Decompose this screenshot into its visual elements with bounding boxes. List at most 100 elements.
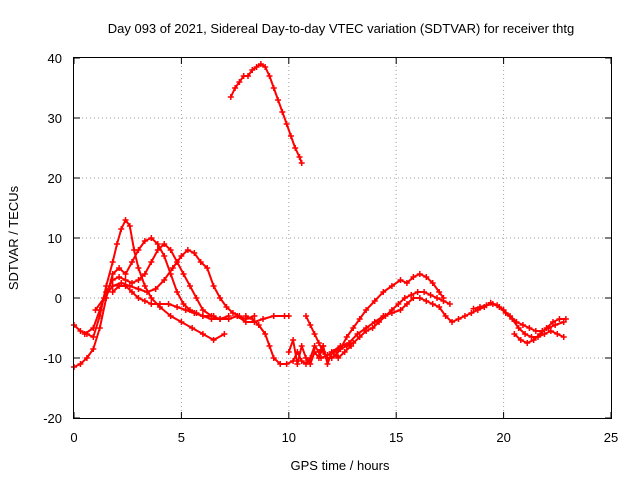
data-point	[249, 316, 256, 322]
data-point	[270, 85, 277, 91]
data-point	[169, 265, 176, 271]
data-point	[135, 265, 142, 271]
data-point	[165, 301, 172, 307]
data-point	[148, 235, 155, 241]
data-point	[560, 334, 567, 340]
data-point	[328, 355, 335, 361]
data-point	[154, 247, 161, 253]
data-point	[307, 361, 314, 367]
data-point	[502, 310, 509, 316]
data-series	[71, 61, 569, 370]
data-point	[298, 358, 305, 364]
data-point	[292, 145, 299, 151]
data-point	[236, 79, 243, 85]
x-axis-label: GPS time / hours	[291, 458, 390, 473]
data-point	[234, 313, 241, 319]
data-point	[257, 61, 264, 67]
data-point	[116, 283, 123, 289]
x-tick-label: 10	[282, 430, 296, 445]
data-point	[167, 313, 174, 319]
data-point	[128, 259, 135, 265]
data-point	[318, 355, 325, 361]
data-point	[388, 310, 395, 316]
data-point	[232, 85, 239, 91]
data-point	[135, 295, 142, 301]
data-point	[90, 346, 97, 352]
y-tick-label: 10	[48, 231, 62, 246]
x-tick-label: 5	[178, 430, 185, 445]
series-s12	[470, 301, 567, 340]
data-point	[270, 355, 277, 361]
data-point	[141, 271, 148, 277]
data-point	[210, 283, 217, 289]
data-point	[298, 160, 305, 166]
data-point	[363, 325, 370, 331]
data-point	[298, 343, 305, 349]
data-point	[199, 307, 206, 313]
data-point	[436, 304, 443, 310]
data-point	[302, 355, 309, 361]
data-point	[154, 241, 161, 247]
data-point	[537, 331, 544, 337]
data-point	[429, 280, 436, 286]
data-point	[180, 301, 187, 307]
data-point	[311, 349, 318, 355]
data-point	[363, 307, 370, 313]
data-point	[468, 310, 475, 316]
data-point	[174, 289, 181, 295]
data-point	[315, 340, 322, 346]
data-point	[249, 67, 256, 73]
data-point	[337, 343, 344, 349]
data-point	[275, 97, 282, 103]
data-point	[371, 319, 378, 325]
data-point	[532, 328, 539, 334]
data-point	[253, 64, 260, 70]
data-point	[109, 277, 116, 283]
data-point	[135, 247, 142, 253]
chart-title: Day 093 of 2021, Sidereal Day-to-day VTE…	[108, 21, 575, 36]
data-point	[141, 298, 148, 304]
y-tick-label: 0	[55, 291, 62, 306]
data-point	[101, 295, 108, 301]
data-point	[403, 280, 410, 286]
x-tick-label: 15	[389, 430, 403, 445]
data-point	[522, 331, 529, 337]
y-tick-label: 40	[48, 51, 62, 66]
data-point	[343, 334, 350, 340]
series-line	[229, 63, 303, 164]
data-point	[397, 277, 404, 283]
data-point	[449, 319, 456, 325]
data-point	[324, 361, 331, 367]
data-point	[178, 319, 185, 325]
series-line	[73, 219, 226, 341]
data-point	[341, 349, 348, 355]
data-point	[395, 301, 402, 307]
data-point	[511, 331, 518, 337]
data-point	[283, 121, 290, 127]
data-point	[109, 259, 116, 265]
data-point	[182, 307, 189, 313]
data-point	[148, 301, 155, 307]
data-point	[210, 337, 217, 343]
data-point	[174, 304, 181, 310]
data-point	[423, 274, 430, 280]
data-point	[103, 283, 110, 289]
data-point	[416, 271, 423, 277]
data-point	[296, 154, 303, 160]
data-point	[113, 241, 120, 247]
data-point	[109, 271, 116, 277]
data-point	[345, 340, 352, 346]
data-point	[199, 313, 206, 319]
series-s5	[109, 283, 292, 325]
data-point	[403, 301, 410, 307]
y-tick-label: -10	[43, 351, 62, 366]
data-point	[526, 325, 533, 331]
series-line	[73, 237, 215, 368]
data-point	[122, 271, 129, 277]
y-axis-label: SDTVAR / TECUs	[6, 185, 21, 290]
data-point	[244, 73, 251, 79]
data-point	[152, 286, 159, 292]
data-point	[96, 325, 103, 331]
grid	[74, 58, 611, 418]
